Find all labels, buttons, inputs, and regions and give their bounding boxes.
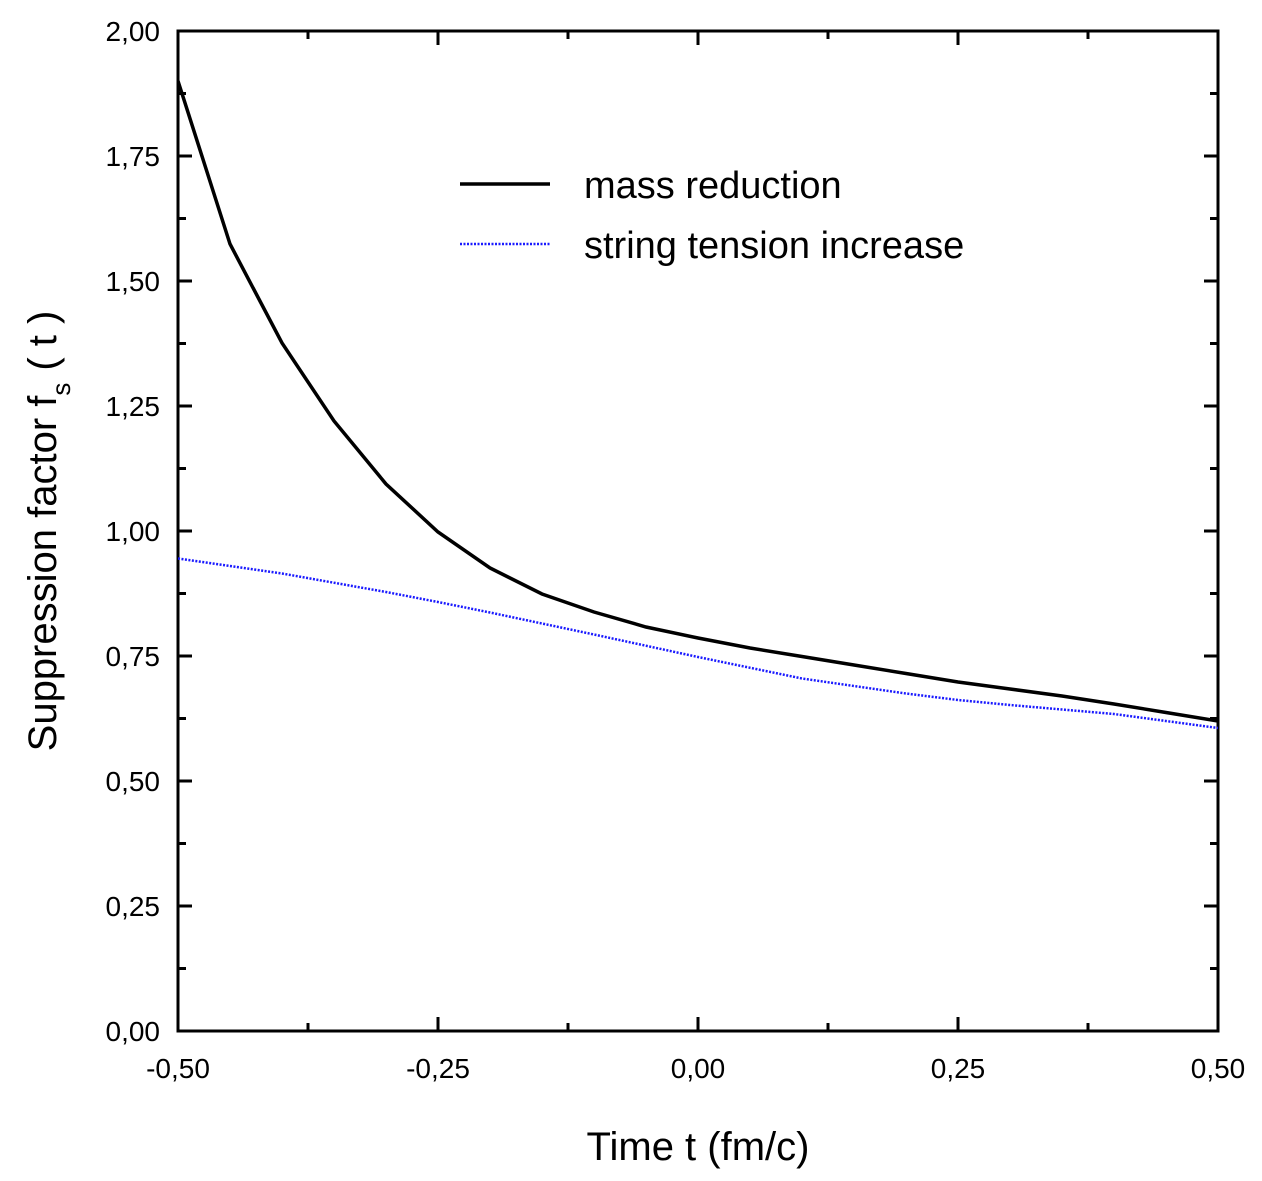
x-tick-label: -0,25 <box>406 1053 470 1084</box>
y-tick-label: 2,00 <box>106 16 161 47</box>
y-tick-label: 0,25 <box>106 891 161 922</box>
x-tick-label: 0,50 <box>1191 1053 1246 1084</box>
x-tick-label: 0,25 <box>931 1053 986 1084</box>
y-tick-label: 1,75 <box>106 141 161 172</box>
y-axis-label-subscript: s <box>46 383 76 396</box>
y-tick-label: 1,25 <box>106 391 161 422</box>
data-line <box>178 80 1218 723</box>
y-tick-label: 1,00 <box>106 516 161 547</box>
x-tick-label: 0,00 <box>671 1053 726 1084</box>
y-tick-label: 0,75 <box>106 641 161 672</box>
legend-label: string tension increase <box>584 225 964 267</box>
x-tick-label: -0,50 <box>146 1053 210 1084</box>
x-axis-label: Time t (fm/c) <box>587 1125 810 1169</box>
y-tick-label: 0,00 <box>106 1016 161 1047</box>
y-axis-label: Suppression factor fs ( t ) <box>21 311 76 752</box>
y-tick-label: 0,50 <box>106 766 161 797</box>
y-tick-label: 1,50 <box>106 266 161 297</box>
legend-label: mass reduction <box>584 165 842 207</box>
y-axis-label-suffix: ( t ) <box>21 311 65 371</box>
y-axis-label-text: Suppression factor f <box>21 395 65 752</box>
data-line <box>178 557 1218 730</box>
